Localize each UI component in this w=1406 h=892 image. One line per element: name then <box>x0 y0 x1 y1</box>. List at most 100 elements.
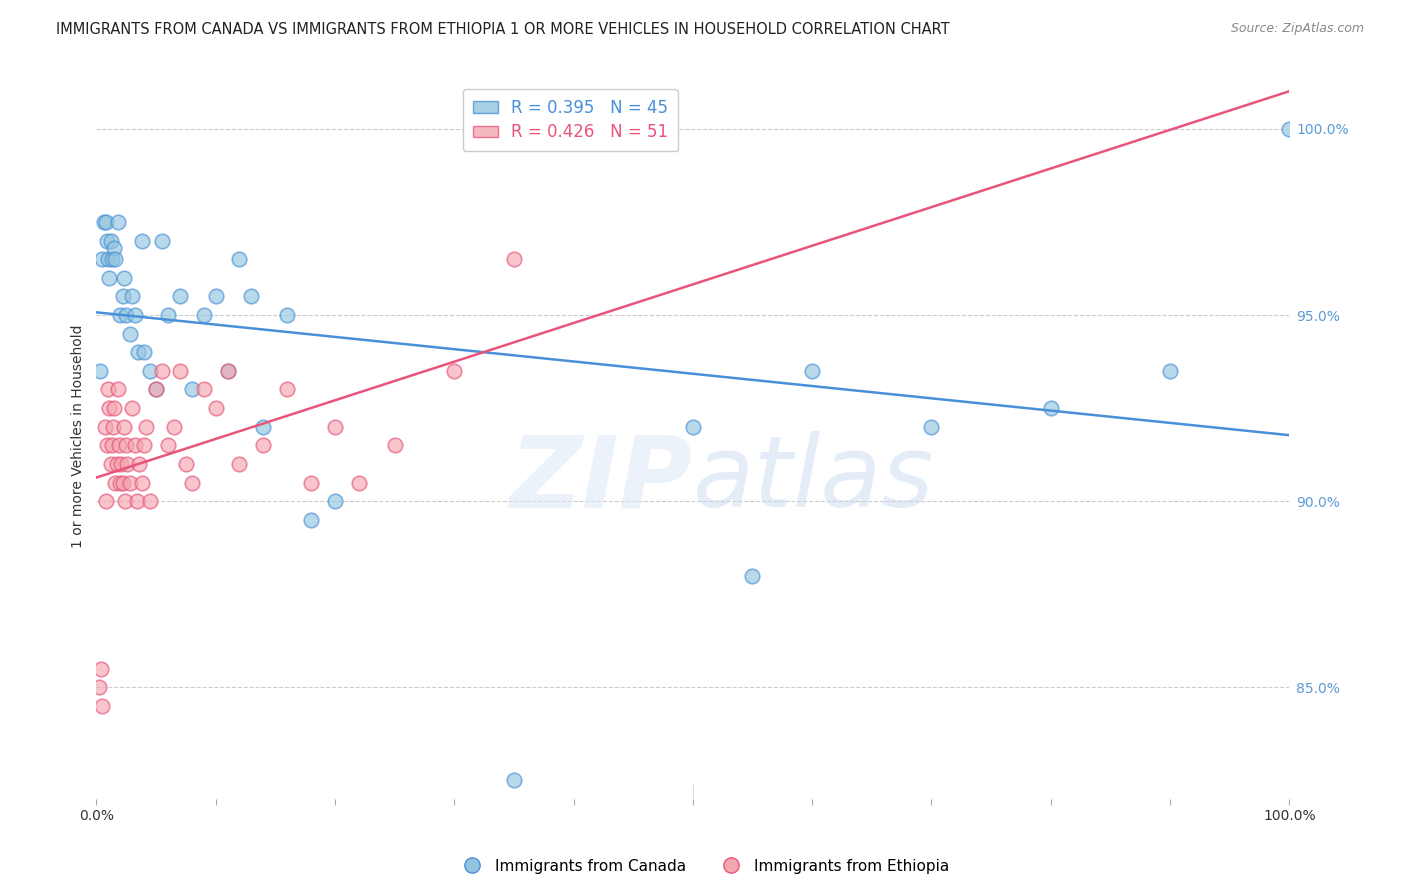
Point <box>180 383 202 397</box>
Point <box>118 475 141 490</box>
Text: IMMIGRANTS FROM CANADA VS IMMIGRANTS FROM ETHIOPIA 1 OR MORE VEHICLES IN HOUSEHO: IMMIGRANTS FROM CANADA VS IMMIGRANTS FRO… <box>56 22 950 37</box>
Point <box>87 681 110 695</box>
Point <box>104 252 127 267</box>
Point <box>299 513 322 527</box>
Point <box>156 308 179 322</box>
Point <box>103 401 125 416</box>
Point <box>323 419 346 434</box>
Point <box>252 438 274 452</box>
Point <box>112 419 135 434</box>
Point <box>132 438 155 452</box>
Point <box>124 308 146 322</box>
Point <box>107 215 129 229</box>
Point <box>97 383 120 397</box>
Point <box>118 326 141 341</box>
Point <box>111 289 134 303</box>
Point <box>131 234 153 248</box>
Point <box>94 215 117 229</box>
Point <box>96 438 118 452</box>
Point <box>741 568 763 582</box>
Point <box>299 475 322 490</box>
Point <box>217 364 239 378</box>
Point <box>443 364 465 378</box>
Point <box>127 345 149 359</box>
Point <box>91 698 114 713</box>
Text: atlas: atlas <box>693 431 935 528</box>
Point <box>125 494 148 508</box>
Text: ZIP: ZIP <box>510 431 693 528</box>
Point <box>128 457 150 471</box>
Point <box>105 457 128 471</box>
Point <box>801 364 824 378</box>
Point <box>163 419 186 434</box>
Point <box>156 438 179 452</box>
Point <box>90 662 112 676</box>
Point <box>89 364 111 378</box>
Point <box>193 383 215 397</box>
Point <box>228 252 250 267</box>
Point <box>135 419 157 434</box>
Point <box>139 494 162 508</box>
Point <box>121 289 143 303</box>
Y-axis label: 1 or more Vehicles in Household: 1 or more Vehicles in Household <box>72 325 86 548</box>
Point <box>204 289 226 303</box>
Point <box>682 419 704 434</box>
Point <box>920 419 942 434</box>
Point <box>502 773 524 788</box>
Point <box>117 457 139 471</box>
Point <box>124 438 146 452</box>
Point <box>115 438 138 452</box>
Point <box>150 234 173 248</box>
Point <box>93 419 115 434</box>
Point <box>1039 401 1062 416</box>
Point <box>100 457 122 471</box>
Point <box>1159 364 1181 378</box>
Point <box>107 383 129 397</box>
Point <box>384 438 406 452</box>
Point <box>101 419 124 434</box>
Legend: R = 0.395   N = 45, R = 0.426   N = 51: R = 0.395 N = 45, R = 0.426 N = 51 <box>463 88 678 152</box>
Text: Source: ZipAtlas.com: Source: ZipAtlas.com <box>1230 22 1364 36</box>
Point <box>169 289 191 303</box>
Point <box>96 234 118 248</box>
Legend: Immigrants from Canada, Immigrants from Ethiopia: Immigrants from Canada, Immigrants from … <box>450 853 956 880</box>
Point <box>108 308 131 322</box>
Point <box>111 475 134 490</box>
Point <box>174 457 197 471</box>
Point <box>150 364 173 378</box>
Point <box>94 494 117 508</box>
Point <box>121 401 143 416</box>
Point <box>101 252 124 267</box>
Point <box>276 383 298 397</box>
Point <box>347 475 370 490</box>
Point <box>228 457 250 471</box>
Point <box>502 252 524 267</box>
Point <box>104 475 127 490</box>
Point <box>1278 121 1301 136</box>
Point <box>217 364 239 378</box>
Point <box>145 383 167 397</box>
Point <box>98 270 121 285</box>
Point <box>132 345 155 359</box>
Point <box>115 308 138 322</box>
Point <box>103 241 125 255</box>
Point <box>169 364 191 378</box>
Point <box>131 475 153 490</box>
Point <box>112 270 135 285</box>
Point <box>108 438 131 452</box>
Point <box>91 252 114 267</box>
Point <box>240 289 263 303</box>
Point <box>108 475 131 490</box>
Point <box>276 308 298 322</box>
Point <box>93 215 115 229</box>
Point <box>323 494 346 508</box>
Point <box>193 308 215 322</box>
Point <box>139 364 162 378</box>
Point <box>97 252 120 267</box>
Point <box>98 401 121 416</box>
Point <box>145 383 167 397</box>
Point <box>114 494 136 508</box>
Point <box>101 438 124 452</box>
Point <box>100 234 122 248</box>
Point <box>110 457 132 471</box>
